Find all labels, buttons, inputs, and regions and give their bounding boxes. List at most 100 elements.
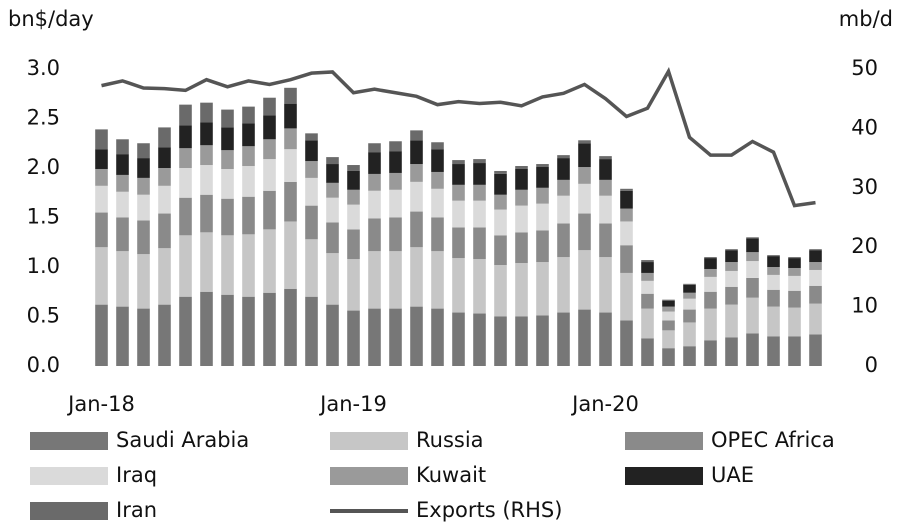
bar-segment [788, 257, 801, 259]
bar-segment [116, 251, 129, 307]
bar-segment [95, 168, 108, 186]
bar-segment [746, 277, 759, 298]
bar-segment [284, 221, 297, 289]
bar-segment [116, 154, 129, 175]
bar-segment [347, 204, 360, 230]
bar-segment [116, 217, 129, 252]
bar-segment [578, 250, 591, 310]
bar-segment [578, 167, 591, 184]
bar-segment [641, 272, 654, 281]
bar-segment [515, 232, 528, 264]
y-tick-label: 2.5 [27, 106, 60, 130]
bar-segment [620, 272, 633, 321]
bar-segment [452, 184, 465, 201]
legend-label: Russia [416, 428, 484, 452]
legend-swatch [330, 467, 408, 485]
bar-segment [599, 257, 612, 313]
bar-segment [662, 306, 675, 312]
bar-segment [263, 229, 276, 293]
bar-segment [704, 268, 717, 277]
bar-segment [683, 309, 696, 323]
y2-axis-title: mb/d [839, 7, 893, 31]
bar-segment [662, 330, 675, 349]
bar-segment [242, 123, 255, 147]
bar-segment [767, 255, 780, 257]
bar-segment [158, 168, 171, 186]
bar-segment [410, 164, 423, 182]
y2-tick-label: 10 [851, 294, 878, 318]
bar-segment [725, 250, 738, 263]
bar-segment [410, 140, 423, 165]
bar-segment [725, 270, 738, 287]
bar-segment [158, 147, 171, 168]
bar-segment [557, 257, 570, 313]
bar-segment [704, 291, 717, 309]
bar-segment [263, 139, 276, 160]
y-tick-label: 1.5 [27, 205, 60, 229]
bar-segment [431, 251, 444, 309]
bar-segment [179, 104, 192, 126]
bar-segment [767, 256, 780, 267]
bar-segment [536, 230, 549, 263]
bar-segment [305, 133, 318, 141]
bar-segment [116, 191, 129, 218]
bar-segment [620, 320, 633, 366]
bar-segment [284, 181, 297, 222]
bar-segment [599, 223, 612, 258]
bar-segment [599, 156, 612, 160]
bar-segment [347, 165, 360, 171]
bar-segment [809, 285, 822, 304]
bar-segment [599, 312, 612, 366]
bar-segment [326, 157, 339, 165]
bar-segment [305, 205, 318, 240]
bar-segment [368, 143, 381, 153]
bar-segment [662, 348, 675, 366]
bar-segment [767, 336, 780, 366]
bar-segment [221, 127, 234, 151]
bar-segment [746, 237, 759, 239]
bar-segment [494, 235, 507, 266]
legend-swatch [30, 502, 108, 520]
bar-segment [347, 259, 360, 311]
bar-segment [200, 291, 213, 366]
bar-segment [95, 185, 108, 213]
bar-segment [704, 257, 717, 259]
bar-segment [746, 297, 759, 334]
bar-segment [242, 166, 255, 197]
bar-segment [221, 109, 234, 128]
bar-segment [431, 308, 444, 366]
bar-segment [221, 294, 234, 366]
bar-segment [158, 127, 171, 148]
bar-segment [452, 227, 465, 259]
bar-segment [137, 254, 150, 309]
bar-segment [809, 303, 822, 335]
bar-segment [494, 170, 507, 174]
bar-segment [221, 235, 234, 295]
bar-segment [578, 183, 591, 214]
legend-label: Saudi Arabia [116, 428, 249, 452]
bar-segment [368, 251, 381, 309]
bar-segment [515, 263, 528, 317]
bar-segment [137, 158, 150, 178]
bar-segment [746, 333, 759, 366]
bar-segment [473, 159, 486, 164]
bar-segment [704, 340, 717, 366]
bar-segment [389, 141, 402, 152]
bar-segment [515, 166, 528, 169]
bar-segment [641, 262, 654, 273]
bar-segment [221, 198, 234, 236]
bar-segment [494, 265, 507, 317]
bar-segment [620, 245, 633, 273]
bar-segment [179, 148, 192, 168]
bar-segment [95, 247, 108, 305]
bar-segment [95, 129, 108, 150]
bar-segment [725, 262, 738, 271]
bar-segment [326, 253, 339, 305]
bar-segment [284, 128, 297, 150]
y-tick-label: 3.0 [27, 56, 60, 80]
bar-segment [725, 304, 738, 338]
bar-segment [809, 262, 822, 270]
y-tick-label: 0.5 [27, 304, 60, 328]
bar-segment [662, 320, 675, 331]
line [101, 67, 816, 208]
